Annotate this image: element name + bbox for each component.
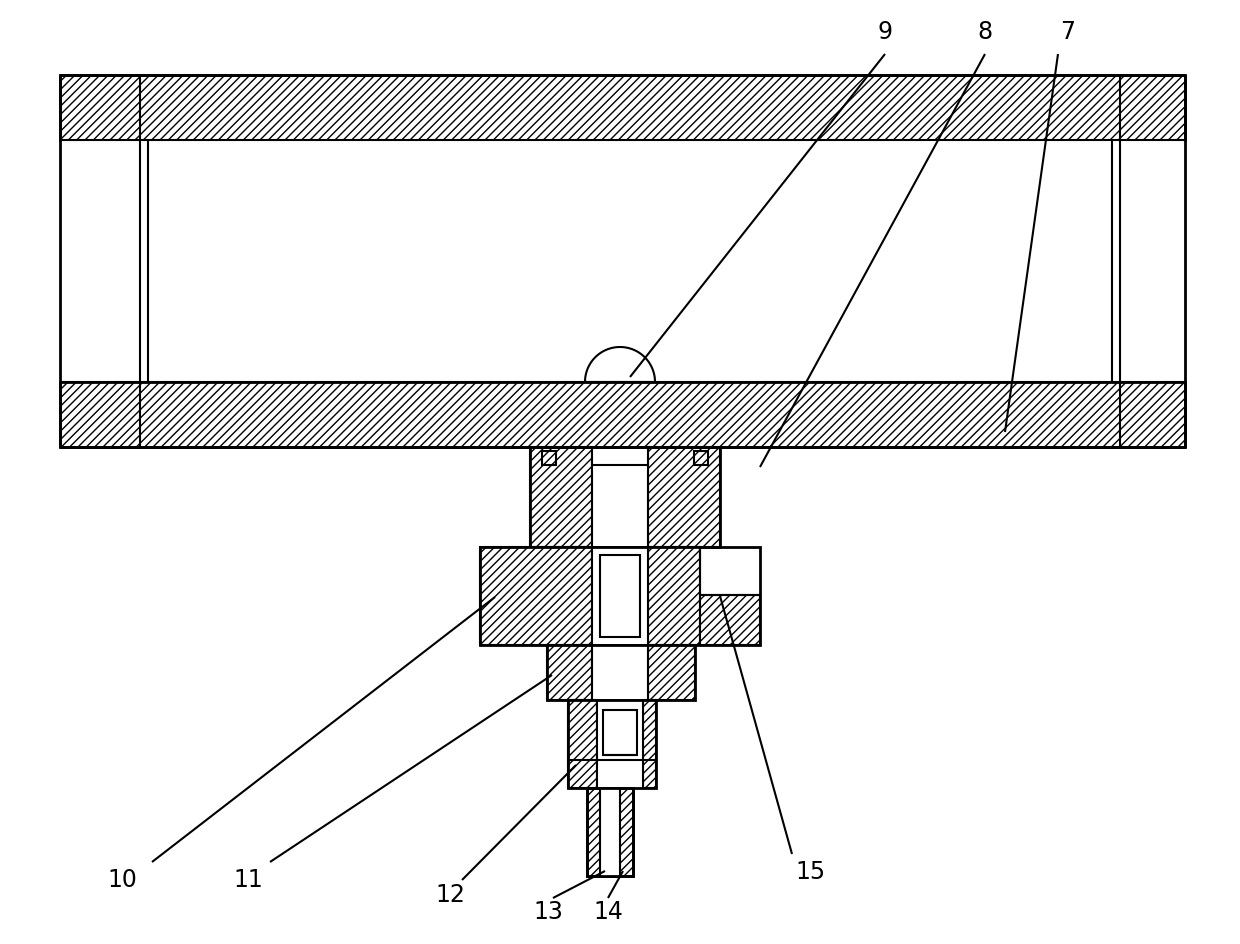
Bar — [603, 710, 637, 755]
Bar — [60, 382, 1185, 447]
Text: 14: 14 — [593, 900, 622, 924]
Bar — [480, 547, 591, 645]
Text: 12: 12 — [435, 883, 465, 907]
Bar — [60, 140, 1185, 382]
Bar — [591, 547, 649, 645]
Text: 7: 7 — [1060, 20, 1075, 44]
Bar — [568, 700, 596, 788]
Bar — [587, 788, 632, 876]
Bar — [568, 700, 656, 788]
Text: 15: 15 — [795, 860, 825, 884]
Text: 8: 8 — [977, 20, 992, 44]
Bar — [600, 555, 640, 637]
Bar — [591, 447, 649, 547]
Bar — [649, 547, 701, 645]
Bar — [547, 645, 591, 700]
Bar — [480, 547, 760, 645]
Bar — [547, 645, 694, 700]
Bar — [649, 447, 720, 547]
Bar — [694, 451, 708, 465]
Bar — [596, 700, 644, 788]
Bar — [644, 700, 656, 788]
Bar — [587, 788, 632, 876]
Bar — [649, 645, 694, 700]
Bar — [529, 447, 591, 547]
Bar — [529, 447, 720, 547]
Bar — [591, 645, 649, 700]
Text: 11: 11 — [233, 868, 263, 892]
Text: 10: 10 — [107, 868, 136, 892]
Bar — [60, 75, 1185, 140]
Bar — [600, 788, 620, 876]
Text: 13: 13 — [533, 900, 563, 924]
Text: 9: 9 — [878, 20, 893, 44]
Bar — [542, 451, 556, 465]
Bar — [701, 595, 760, 645]
